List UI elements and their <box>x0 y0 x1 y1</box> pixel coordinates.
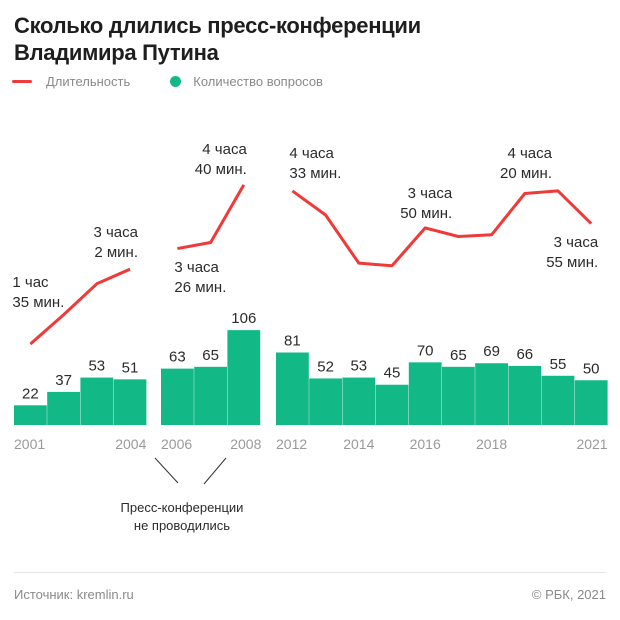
duration-label-2001-line-1: 1 час <box>12 274 49 291</box>
x-tick-label-2014: 2014 <box>343 436 374 452</box>
bar-value-label-2017: 65 <box>450 347 467 364</box>
bar-value-label-2004: 51 <box>122 359 139 376</box>
annotation-pointer-right <box>203 457 227 485</box>
duration-label-2016-line-1: 3 часа <box>408 185 453 202</box>
bar-2003 <box>80 377 114 425</box>
duration-label-2020-line-1: 4 часа <box>507 145 552 162</box>
duration-label-2008-line-1: 4 часа <box>202 141 247 158</box>
duration-label-2021-line-1: 3 часа <box>554 234 599 251</box>
bar-2015 <box>375 384 409 425</box>
duration-label-2016-line-2: 50 мин. <box>400 205 452 222</box>
legend-duration-label: Длительность <box>46 74 131 89</box>
x-tick-label-2001: 2001 <box>14 436 45 452</box>
bar-2019 <box>508 365 542 425</box>
bar-value-label-2014: 53 <box>350 358 367 375</box>
duration-label-2001-line-2: 35 мин. <box>12 294 64 311</box>
title-line-2: Владимира Путина <box>14 40 219 65</box>
bar-value-label-2019: 66 <box>516 346 533 363</box>
annotation-text-line-2: не проводились <box>134 518 230 533</box>
bar-2012 <box>276 352 309 425</box>
duration-label-2006-line-1: 3 часа <box>174 259 219 276</box>
source-text: Источник: kremlin.ru <box>14 587 134 602</box>
duration-label-2012-line-2: 33 мин. <box>289 165 341 182</box>
duration-label-2004-line-1: 3 часа <box>93 224 138 241</box>
bar-value-label-2015: 45 <box>384 365 401 382</box>
copyright-text: © РБК, 2021 <box>531 587 606 602</box>
annotation-pointer-left <box>154 457 179 484</box>
bar-value-label-2001: 22 <box>22 385 39 402</box>
bar-2021 <box>574 380 608 425</box>
duration-label-2004-line-2: 2 мин. <box>94 244 138 261</box>
chart-title: Сколько длились пресс-конференции Владим… <box>14 12 421 66</box>
bar-value-label-2016: 70 <box>417 342 434 359</box>
footer-divider <box>14 572 606 573</box>
bar-value-label-2006: 63 <box>169 349 186 366</box>
duration-line-group-2 <box>177 184 246 251</box>
legend-questions-label: Количество вопросов <box>193 74 323 89</box>
bar-2017 <box>442 366 475 425</box>
x-tick-label-2008: 2008 <box>230 436 261 452</box>
x-tick-label-2004: 2004 <box>115 436 146 452</box>
bar-2001 <box>14 405 47 425</box>
duration-label-2008-line-2: 40 мин. <box>195 161 247 178</box>
bar-value-label-2003: 53 <box>88 358 105 375</box>
bar-2018 <box>475 363 508 425</box>
title-line-1: Сколько длились пресс-конференции <box>14 13 421 38</box>
x-tick-label-2021: 2021 <box>576 436 607 452</box>
bar-value-label-2020: 55 <box>550 356 567 373</box>
bar-value-label-2008: 106 <box>231 310 256 327</box>
bar-value-label-2021: 50 <box>583 360 600 377</box>
bar-value-label-2007: 65 <box>202 347 219 364</box>
duration-line-legend-icon <box>12 80 32 83</box>
bar-2002 <box>47 391 80 425</box>
bar-2004 <box>113 379 147 425</box>
duration-label-2021-line-2: 55 мин. <box>546 254 598 271</box>
bar-2006 <box>161 368 194 425</box>
duration-label-2012-line-1: 4 часа <box>289 145 334 162</box>
bar-2007 <box>194 366 227 425</box>
annotation-text-line-1: Пресс-конференции <box>121 500 244 515</box>
legend: Длительность Количество вопросов <box>12 74 323 89</box>
questions-dot-legend-icon <box>170 76 182 87</box>
x-tick-label-2016: 2016 <box>410 436 441 452</box>
x-tick-label-2006: 2006 <box>161 436 192 452</box>
bar-2016 <box>408 362 442 425</box>
bar-value-label-2002: 37 <box>55 372 72 389</box>
bar-2008 <box>227 330 261 425</box>
duration-label-2006-line-2: 26 мин. <box>174 279 226 296</box>
bar-2020 <box>541 375 575 425</box>
x-tick-label-2018: 2018 <box>476 436 507 452</box>
bar-2013 <box>309 378 342 425</box>
duration-line-group-1 <box>29 267 131 346</box>
bar-value-label-2013: 52 <box>317 358 334 375</box>
duration-line-group-3 <box>291 189 593 268</box>
bar-value-label-2012: 81 <box>284 333 301 350</box>
bar-value-label-2018: 69 <box>483 343 500 360</box>
duration-label-2020-line-2: 20 мин. <box>500 165 552 182</box>
x-tick-label-2012: 2012 <box>276 436 307 452</box>
bar-2014 <box>342 377 376 425</box>
